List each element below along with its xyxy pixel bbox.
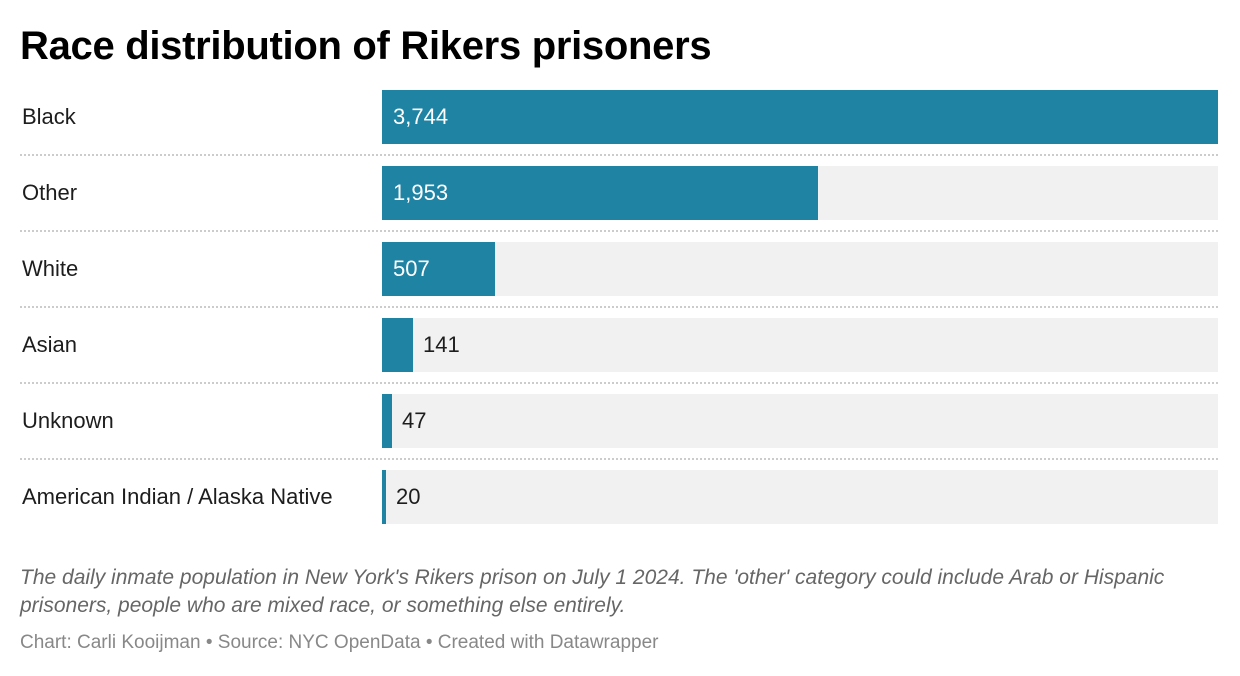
row-divider xyxy=(20,382,1218,384)
bar xyxy=(382,318,413,372)
category-label: Asian xyxy=(22,332,78,357)
bar xyxy=(382,470,386,524)
bar xyxy=(382,90,1218,144)
category-label: Other xyxy=(22,180,78,205)
row-divider xyxy=(20,458,1218,460)
bar-track: 141 xyxy=(382,318,1218,372)
row-divider xyxy=(20,230,1218,232)
chart-title: Race distribution of Rikers prisoners xyxy=(20,24,712,68)
bar-row: Asian 141 xyxy=(20,318,1218,384)
chart-credit: Chart: Carli Kooijman • Source: NYC Open… xyxy=(20,632,659,653)
category-label: White xyxy=(22,256,79,281)
bar-row: White 507 xyxy=(20,242,1218,308)
chart-description: The daily inmate population in New York'… xyxy=(20,566,1165,617)
value-label: 47 xyxy=(402,408,427,433)
bar-chart: Black 3,744 Other 1,953 White 507 Asian 141 Unkn… xyxy=(20,90,1218,524)
category-label: Unknown xyxy=(22,408,114,433)
bar-track: 1,953 xyxy=(382,166,1218,220)
bar-track: 507 xyxy=(382,242,1218,296)
category-label: Black xyxy=(22,104,76,129)
bar-track: 3,744 xyxy=(382,90,1218,144)
value-label: 141 xyxy=(423,332,460,357)
bar-row: Other 1,953 xyxy=(20,166,1218,232)
bar xyxy=(382,166,818,220)
bar-row: American Indian / Alaska Native 20 xyxy=(20,470,1218,524)
value-label: 20 xyxy=(396,484,421,509)
bar xyxy=(382,394,392,448)
category-label: American Indian / Alaska Native xyxy=(22,484,333,509)
row-divider xyxy=(20,154,1218,156)
bar-row: Black 3,744 xyxy=(20,90,1218,156)
bar-track: 47 xyxy=(382,394,1218,448)
row-divider xyxy=(20,306,1218,308)
bar-track: 20 xyxy=(382,470,1218,524)
value-label: 507 xyxy=(393,256,430,281)
value-label: 3,744 xyxy=(393,104,449,129)
bar-row: Unknown 47 xyxy=(20,394,1218,460)
bar xyxy=(382,242,495,296)
value-label: 1,953 xyxy=(393,180,449,205)
